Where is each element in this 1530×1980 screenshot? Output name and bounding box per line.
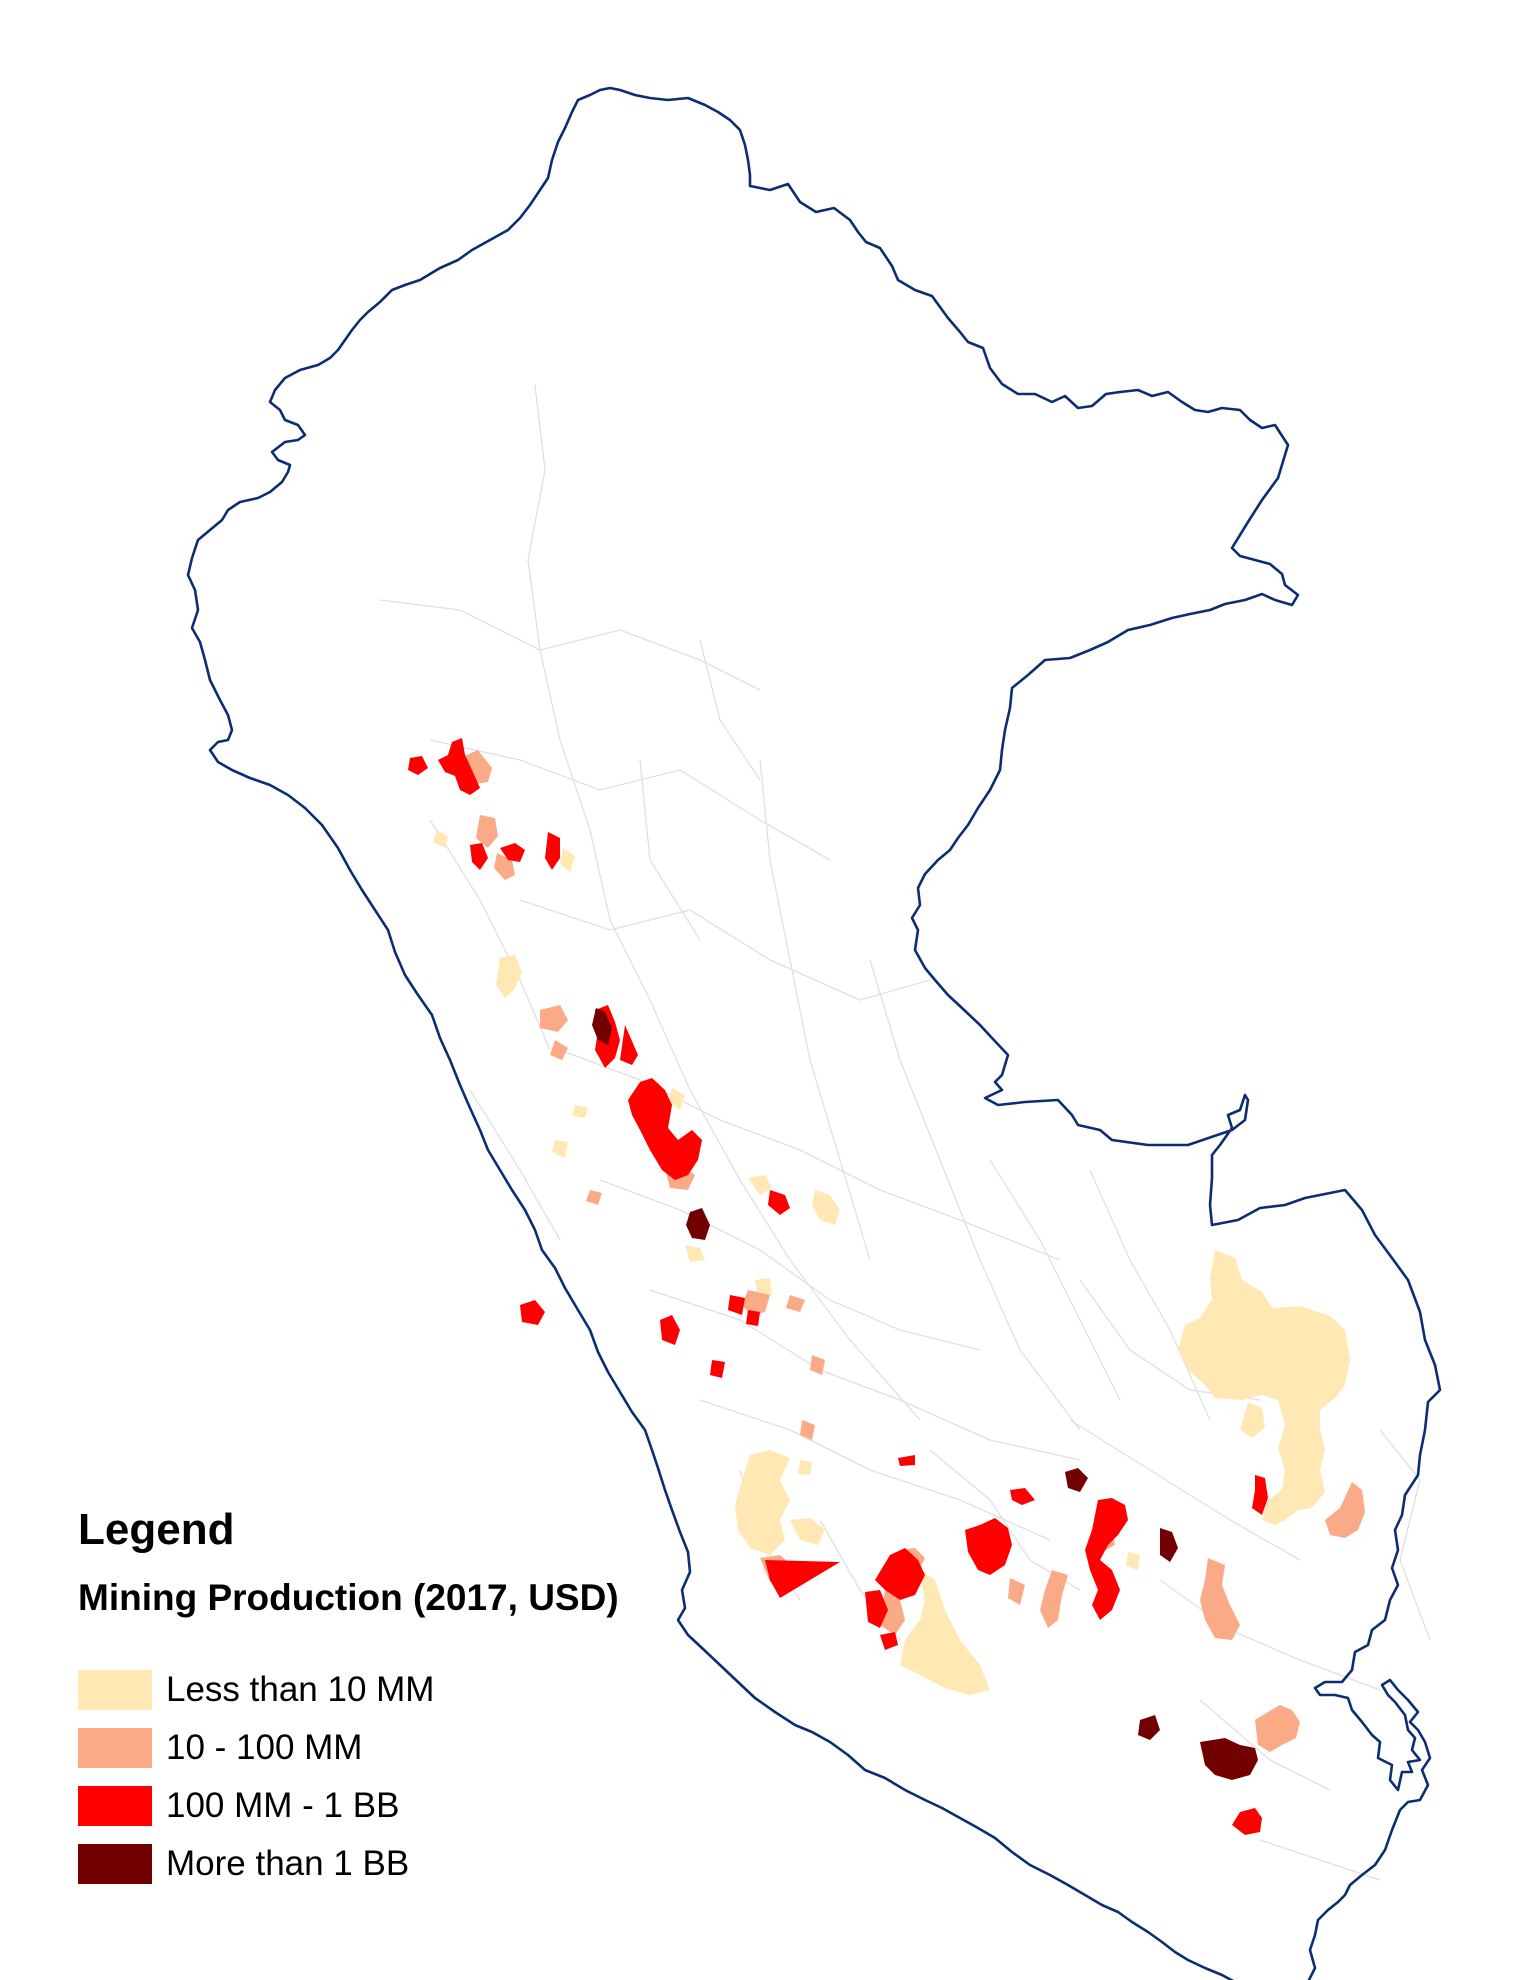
map-legend: Legend Mining Production (2017, USD) Les…: [78, 1505, 778, 1893]
legend-swatch: [78, 1670, 152, 1710]
districts-less-than-10mm: [433, 830, 1350, 1695]
internal-borders: [379, 384, 1431, 1881]
legend-label: More than 1 BB: [166, 1844, 410, 1883]
country-outline: [186, 86, 1442, 1980]
legend-swatch: [78, 1786, 152, 1826]
legend-swatch: [78, 1844, 152, 1884]
legend-item-100mm-1bb: 100 MM - 1 BB: [78, 1777, 778, 1835]
districts-more-than-1bb: [592, 1008, 1258, 1780]
districts-100mm-1bb: [408, 738, 1268, 1835]
legend-item-less-than-10mm: Less than 10 MM: [78, 1661, 778, 1719]
legend-title: Legend: [78, 1505, 235, 1554]
legend-swatch: [78, 1728, 152, 1768]
mining-districts: [408, 738, 1365, 1835]
legend-label: Less than 10 MM: [166, 1670, 435, 1709]
legend-label: 100 MM - 1 BB: [166, 1786, 400, 1825]
legend-subtitle: Mining Production (2017, USD): [78, 1577, 619, 1618]
legend-label: 10 - 100 MM: [166, 1728, 363, 1767]
legend-item-more-than-1bb: More than 1 BB: [78, 1835, 778, 1893]
legend-item-10-100mm: 10 - 100 MM: [78, 1719, 778, 1777]
